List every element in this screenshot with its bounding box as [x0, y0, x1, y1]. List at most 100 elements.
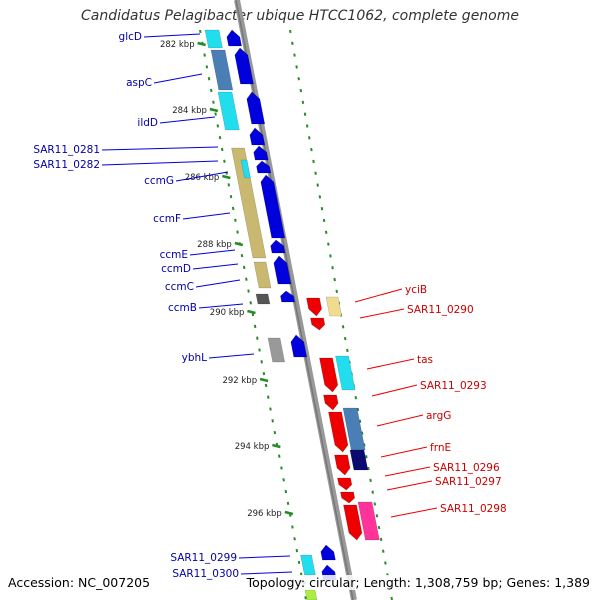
- kbp-tick: [259, 377, 269, 383]
- gene-label: SAR11_0299: [170, 552, 237, 564]
- gene-leader-line: [101, 146, 219, 151]
- gene-label: SAR11_0297: [435, 476, 502, 488]
- cog-block-cyan: [240, 159, 251, 179]
- gene-leader-line: [376, 414, 424, 427]
- gene-label: argG: [426, 410, 451, 422]
- gene-label: yciB: [405, 284, 427, 296]
- kbp-tick-label: 284 kbp: [172, 106, 207, 116]
- kbp-tick-label: 288 kbp: [197, 240, 232, 250]
- kbp-tick: [272, 443, 281, 449]
- gene-label: ccmG: [144, 175, 174, 187]
- gene-leader-line: [159, 116, 216, 124]
- gene-leader-line: [192, 263, 239, 270]
- forward-gene-arrow: [270, 239, 286, 254]
- gene-label: SAR11_0298: [440, 503, 507, 515]
- gene-leader-line: [182, 212, 231, 220]
- gene-leader-line: [195, 279, 241, 288]
- gene-leader-line: [101, 160, 219, 166]
- forward-gene-arrow: [273, 255, 292, 285]
- forward-gene-arrow: [320, 544, 336, 561]
- map-title: Candidatus Pelagibacter ubique HTCC1062,…: [80, 8, 519, 24]
- reverse-gene-arrow: [323, 394, 339, 411]
- forward-gene-arrow: [226, 29, 242, 47]
- gene-label: SAR11_0296: [433, 462, 500, 474]
- gene-label: SAR11_0293: [420, 380, 487, 392]
- kbp-tick: [209, 107, 219, 113]
- gene-leader-line: [240, 571, 293, 575]
- cog-block-magenta: [357, 501, 380, 541]
- gene-label: SAR11_0281: [33, 144, 100, 156]
- gene-leader-line: [359, 308, 405, 319]
- forward-gene-arrow: [280, 290, 296, 303]
- gene-leader-line: [208, 353, 255, 359]
- forward-gene-arrow: [246, 91, 266, 125]
- forward-gene-arrow: [256, 160, 272, 174]
- forward-gene-arrow: [290, 334, 308, 358]
- cog-block-khaki: [325, 296, 343, 317]
- gene-leader-line: [390, 507, 438, 518]
- gene-leader-line: [175, 171, 229, 182]
- cog-block-cyan: [335, 355, 356, 391]
- cog-block-khaki: [253, 261, 272, 289]
- topology-text: Topology: circular; Length: 1,308,759 bp…: [246, 575, 590, 590]
- kbp-tick: [284, 510, 294, 516]
- reverse-gene-arrow: [334, 454, 351, 476]
- forward-gene-arrow: [253, 145, 269, 161]
- kbp-tick: [197, 41, 206, 47]
- kbp-tick-label: 282 kbp: [160, 40, 195, 50]
- kbp-tick-label: 296 kbp: [247, 509, 282, 519]
- kbp-tick: [247, 309, 256, 315]
- cog-block-steel: [210, 49, 234, 91]
- kbp-tick-label: 290 kbp: [210, 308, 245, 318]
- gene-label: tas: [417, 354, 433, 366]
- cog-block-green: [304, 589, 318, 600]
- gene-leader-line: [354, 288, 403, 303]
- gene-label: ccmB: [168, 302, 197, 314]
- kbp-tick-label: 294 kbp: [235, 442, 270, 452]
- gene-label: glcD: [119, 31, 142, 43]
- gene-label: frnE: [430, 442, 451, 454]
- forward-gene-arrow: [234, 47, 254, 85]
- gene-label: ildD: [137, 117, 158, 129]
- cog-block-cyan: [204, 29, 223, 49]
- gene-leader-line: [386, 480, 433, 491]
- gene-label: aspC: [126, 77, 152, 89]
- cog-block-gray: [255, 293, 271, 305]
- cog-block-steel: [342, 407, 366, 451]
- reverse-gene-arrow: [337, 477, 353, 491]
- gene-label: ccmC: [165, 281, 194, 293]
- forward-gene-arrow: [249, 127, 266, 146]
- tick-track-left: [199, 29, 307, 600]
- reverse-gene-arrow: [310, 317, 326, 331]
- kbp-tick: [234, 241, 244, 247]
- kbp-tick-label: 286 kbp: [185, 173, 220, 183]
- reverse-gene-arrow: [340, 491, 356, 504]
- cog-block-navy: [349, 449, 369, 471]
- cog-block-cyan: [300, 554, 316, 576]
- gene-label: ccmE: [160, 249, 188, 261]
- reverse-gene-arrow: [319, 357, 339, 393]
- gene-leader-line: [238, 555, 291, 559]
- kbp-tick-label: 292 kbp: [222, 376, 257, 386]
- reverse-gene-arrow: [328, 411, 349, 453]
- gene-leader-line: [366, 358, 415, 370]
- cog-block-gray: [267, 337, 285, 363]
- forward-gene-arrow: [260, 174, 286, 239]
- gene-label: ybhL: [182, 352, 208, 364]
- gene-label: ccmF: [153, 213, 181, 225]
- gene-leader-line: [380, 446, 428, 458]
- gene-leader-line: [189, 249, 236, 256]
- reverse-gene-arrow: [306, 297, 322, 317]
- gene-label: SAR11_0282: [33, 159, 100, 171]
- gene-label: ccmD: [161, 263, 191, 275]
- gene-leader-line: [371, 384, 418, 397]
- gene-leader-line: [143, 33, 201, 38]
- accession-text: Accession: NC_007205: [8, 575, 151, 590]
- gene-leader-line: [153, 73, 203, 84]
- gene-leader-line: [198, 303, 244, 309]
- gene-leader-line: [384, 466, 431, 477]
- cog-block-khaki: [231, 147, 267, 259]
- kbp-tick: [222, 174, 231, 180]
- gene-label: SAR11_0300: [172, 568, 239, 580]
